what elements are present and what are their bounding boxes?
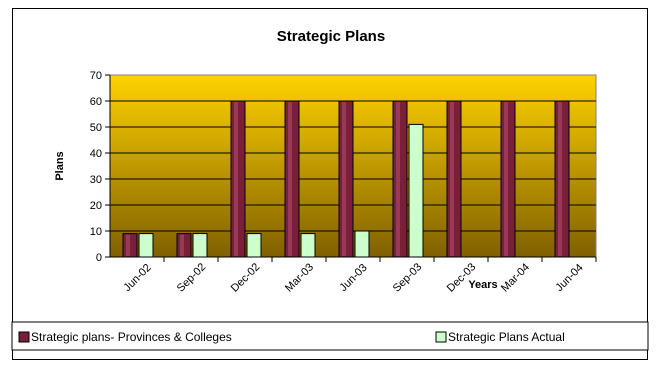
x-tick-label: Sep-02	[175, 261, 209, 295]
bar-highlight	[504, 102, 508, 256]
bar-actual	[300, 233, 316, 258]
x-tick-label: Dec-02	[229, 261, 263, 295]
bar-actual	[138, 233, 154, 258]
y-tick-label: 40	[90, 148, 102, 160]
y-tick-label: 20	[90, 200, 102, 212]
y-tick-label: 60	[90, 96, 102, 108]
bar-highlight	[126, 234, 130, 256]
x-tick-label: Mar-04	[499, 261, 532, 294]
bar-highlight	[234, 102, 238, 256]
y-axis-label: Plans	[54, 151, 66, 180]
y-tick-label: 30	[90, 174, 102, 186]
x-axis-label: Years	[468, 279, 497, 291]
bar-highlight	[180, 234, 184, 256]
legend-box	[11, 321, 649, 351]
bar-actual	[246, 233, 262, 258]
bar-highlight	[450, 102, 454, 256]
bar-highlight	[288, 102, 292, 256]
legend: Strategic plans- Provinces & Colleges St…	[11, 321, 649, 351]
legend-label-actual: Strategic Plans Actual	[448, 330, 565, 344]
x-tick-label: Mar-03	[283, 261, 316, 294]
y-tick-label: 10	[90, 226, 102, 238]
x-tick-label: Jun-03	[337, 262, 369, 294]
y-tick-label: 0	[96, 252, 102, 264]
bar-highlight	[396, 102, 400, 256]
bar-actual	[354, 230, 370, 258]
bar-actual	[192, 233, 208, 258]
bar-actual	[408, 123, 424, 258]
y-tick-label: 50	[90, 122, 102, 134]
legend-swatch-actual	[435, 331, 447, 343]
x-tick-label: Jun-02	[121, 262, 153, 294]
y-tick-label: 70	[90, 70, 102, 82]
bar-highlight	[342, 102, 346, 256]
legend-swatch-provinces	[18, 331, 30, 343]
legend-label-provinces: Strategic plans- Provinces & Colleges	[31, 330, 232, 344]
x-tick-label: Jun-04	[553, 262, 585, 294]
x-tick-label: Sep-03	[391, 261, 425, 295]
bar-highlight	[558, 102, 562, 256]
chart-title: Strategic Plans	[277, 28, 385, 45]
